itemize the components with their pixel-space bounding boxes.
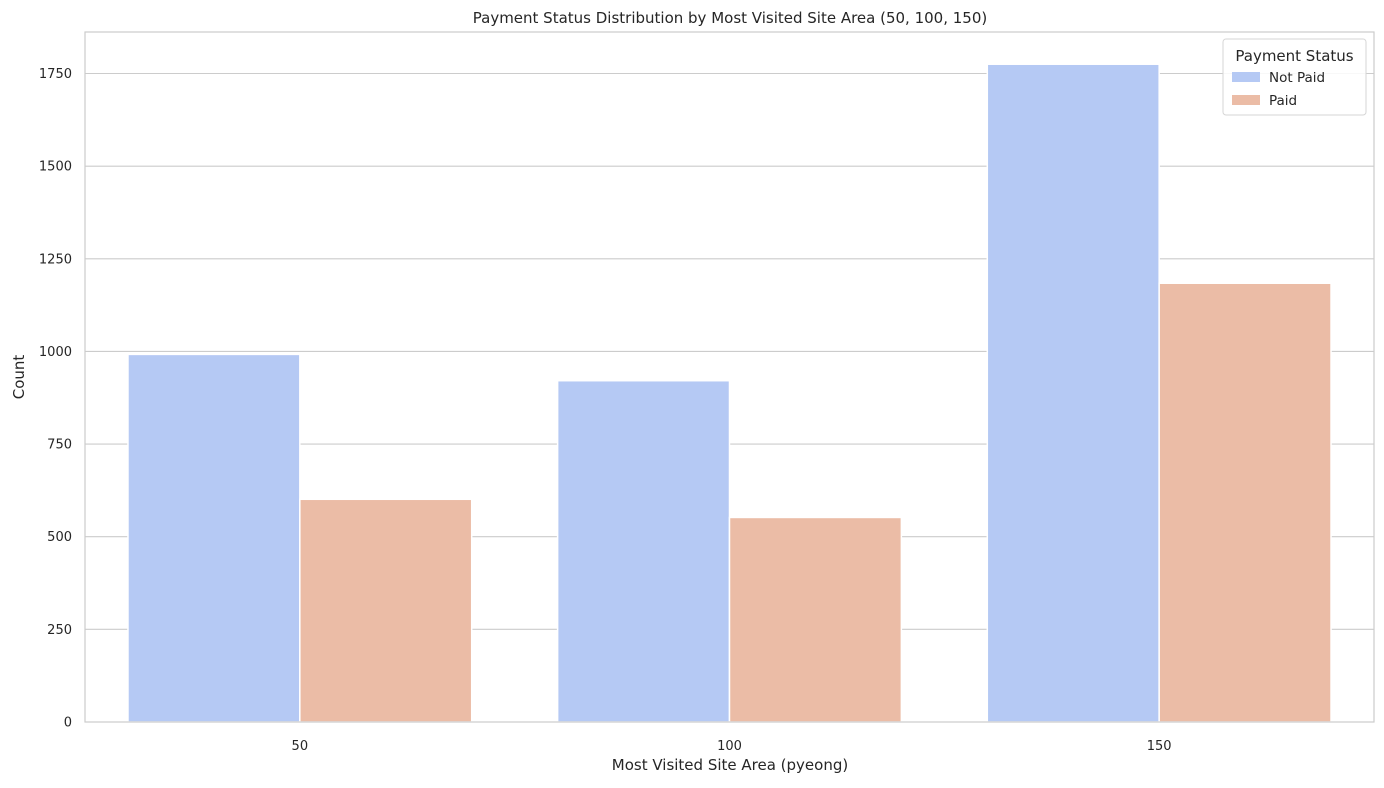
y-tick-label: 1750 xyxy=(39,67,72,82)
y-tick-label: 500 xyxy=(47,530,72,545)
bar-paid-50 xyxy=(299,498,473,723)
legend-swatch-paid xyxy=(1232,95,1260,105)
y-axis-ticks: 0 250 500 750 1000 1250 1500 1750 xyxy=(39,67,72,730)
bar-paid-100 xyxy=(728,516,903,723)
x-tick-label: 100 xyxy=(717,739,742,754)
y-tick-label: 1000 xyxy=(39,345,72,360)
legend: Payment Status Not Paid Paid xyxy=(1222,38,1367,116)
y-axis-label: Count xyxy=(10,355,28,400)
legend-label-not-paid: Not Paid xyxy=(1269,70,1325,86)
y-tick-label: 1500 xyxy=(39,160,72,175)
y-tick-label: 750 xyxy=(47,438,72,453)
legend-label-paid: Paid xyxy=(1269,93,1297,109)
x-tick-label: 50 xyxy=(292,739,309,754)
x-tick-label: 150 xyxy=(1147,739,1172,754)
bar-not-paid-150 xyxy=(986,63,1160,723)
chart-title: Payment Status Distribution by Most Visi… xyxy=(473,9,988,27)
legend-title: Payment Status xyxy=(1235,47,1353,65)
y-tick-label: 250 xyxy=(47,623,72,638)
y-tick-label: 0 xyxy=(64,716,72,731)
bar-not-paid-50 xyxy=(127,353,301,723)
x-axis-ticks: 50 100 150 xyxy=(292,739,1172,754)
plot-frame xyxy=(84,31,1375,723)
bar-paid-150 xyxy=(1158,282,1332,723)
legend-swatch-not-paid xyxy=(1232,72,1260,82)
bars xyxy=(127,63,1332,723)
y-tick-label: 1250 xyxy=(39,252,72,267)
bar-not-paid-100 xyxy=(556,379,731,723)
x-axis-label: Most Visited Site Area (pyeong) xyxy=(612,756,848,774)
